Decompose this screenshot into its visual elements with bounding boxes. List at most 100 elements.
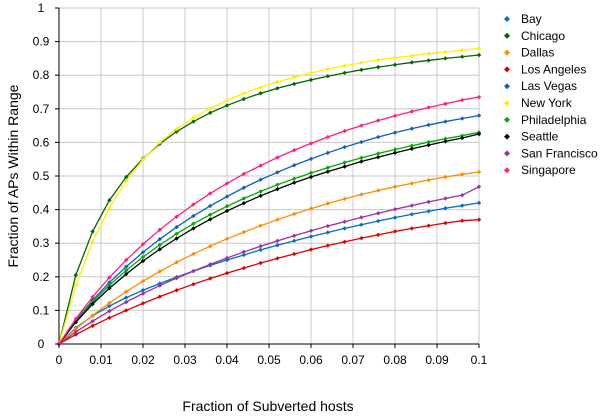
x-tick-label: 0.02 <box>131 353 155 367</box>
x-tick-label: 0.08 <box>383 353 407 367</box>
x-tick-label: 0.05 <box>257 353 281 367</box>
data-point <box>460 54 465 59</box>
y-tick-label: 0.7 <box>33 102 50 116</box>
data-point <box>409 60 414 65</box>
data-point <box>174 214 179 219</box>
data-point <box>426 209 431 214</box>
data-point <box>258 177 263 182</box>
legend-item: Las Vegas <box>504 79 577 93</box>
legend-label: Philadelphia <box>521 113 587 127</box>
legend-marker <box>504 133 510 140</box>
data-point <box>376 188 381 193</box>
data-point <box>224 98 230 103</box>
data-point <box>359 60 364 65</box>
data-point <box>460 135 465 141</box>
data-point <box>292 176 297 181</box>
data-point <box>107 275 112 280</box>
legend-marker <box>504 100 510 106</box>
data-point <box>140 254 146 260</box>
series-line <box>58 96 480 345</box>
data-point <box>325 66 330 72</box>
data-point <box>224 181 230 186</box>
data-point <box>308 156 314 162</box>
series-line <box>58 219 480 345</box>
data-point <box>174 260 179 265</box>
data-point <box>224 255 230 261</box>
data-point <box>258 85 263 90</box>
data-point <box>107 205 112 211</box>
x-tick-label: 0.1 <box>471 353 488 367</box>
data-point <box>308 228 314 233</box>
data-point <box>325 223 330 229</box>
legend-label: New York <box>521 96 573 110</box>
data-point <box>443 196 448 201</box>
data-point <box>426 105 431 110</box>
data-point <box>409 212 414 217</box>
data-point <box>409 181 414 186</box>
data-point <box>275 243 280 248</box>
data-point <box>460 133 465 138</box>
data-point <box>392 229 398 234</box>
legend-marker <box>504 167 510 174</box>
data-point <box>208 110 213 116</box>
x-axis-title: Fraction of Subverted hosts <box>182 398 353 414</box>
data-point <box>392 150 398 156</box>
legend-item: Chicago <box>504 29 565 43</box>
data-point <box>258 193 263 199</box>
data-point <box>342 164 347 169</box>
data-point <box>476 46 482 51</box>
data-point <box>359 123 364 128</box>
data-point <box>241 185 246 190</box>
data-point <box>275 155 280 160</box>
data-point <box>107 315 112 320</box>
data-point <box>376 151 381 156</box>
x-tick-label: 0.06 <box>299 353 323 367</box>
data-point <box>275 86 280 91</box>
data-point <box>325 169 330 174</box>
data-point <box>208 212 213 217</box>
data-point <box>275 79 280 85</box>
series-los-angeles <box>56 217 482 347</box>
data-point <box>258 223 263 228</box>
data-point <box>157 227 162 232</box>
x-tick-label: 0.04 <box>215 353 239 367</box>
data-point <box>258 163 263 168</box>
data-point <box>258 260 263 266</box>
data-point <box>443 136 448 141</box>
series-chicago <box>56 52 482 347</box>
data-point <box>191 251 196 257</box>
data-point <box>292 75 297 80</box>
y-tick-label: 0 <box>38 337 45 351</box>
data-point <box>460 116 465 121</box>
data-point <box>392 184 398 189</box>
data-point <box>208 191 213 196</box>
data-point <box>275 186 280 192</box>
legend-item: Bay <box>504 12 542 26</box>
data-point <box>124 299 129 305</box>
data-point <box>308 234 314 239</box>
data-point <box>208 203 213 209</box>
data-point <box>325 230 330 235</box>
data-point <box>460 97 465 103</box>
data-point <box>308 170 314 176</box>
data-point <box>426 199 431 205</box>
data-point <box>308 141 314 146</box>
data-point <box>376 154 381 160</box>
data-point <box>174 236 179 241</box>
legend-marker <box>504 150 510 157</box>
data-point <box>241 91 246 96</box>
series-line <box>58 133 480 345</box>
data-point <box>392 113 398 119</box>
y-axis-title: Fraction of APs Within Range <box>5 84 21 267</box>
data-point <box>90 318 95 324</box>
data-point <box>460 192 465 198</box>
data-point <box>443 139 448 144</box>
data-point <box>359 235 364 241</box>
data-point <box>124 178 129 184</box>
data-point <box>73 316 78 321</box>
data-point <box>409 146 414 151</box>
data-point <box>191 281 196 287</box>
y-tick-label: 0.4 <box>33 203 50 217</box>
data-point <box>73 319 78 325</box>
